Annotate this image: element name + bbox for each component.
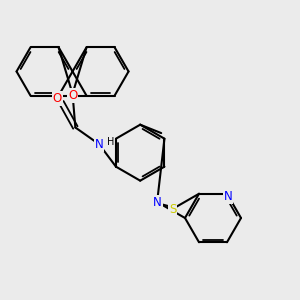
Text: O: O	[68, 89, 77, 102]
Text: N: N	[153, 196, 162, 208]
Text: N: N	[95, 138, 103, 151]
Text: H: H	[107, 137, 115, 147]
Text: O: O	[53, 92, 62, 105]
Text: N: N	[224, 190, 232, 203]
Text: S: S	[169, 203, 176, 216]
